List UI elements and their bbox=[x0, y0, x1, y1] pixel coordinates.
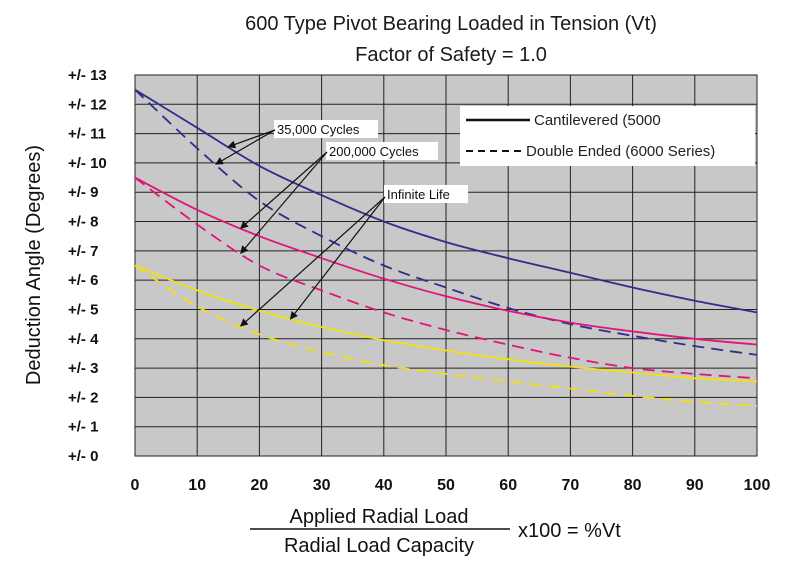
legend-item-dashed: Double Ended (6000 Series) bbox=[526, 143, 715, 160]
y-axis-label: Deduction Angle (Degrees) bbox=[23, 145, 45, 385]
annotation-bg-infinite bbox=[384, 185, 468, 203]
y-tick-label: +/- 13 bbox=[68, 67, 107, 84]
chart-subtitle: Factor of Safety = 1.0 bbox=[355, 44, 547, 66]
annotation-arrows bbox=[214, 129, 386, 327]
x-tick-label: 0 bbox=[131, 477, 140, 494]
series-line-4 bbox=[134, 264, 758, 383]
x-tick-label: 70 bbox=[562, 477, 580, 494]
x-ticks: 0 10 20 30 40 50 60 70 80 90 100 bbox=[131, 477, 771, 494]
x-axis-label-denominator: Radial Load Capacity bbox=[284, 535, 474, 557]
y-tick-label: +/- 12 bbox=[68, 96, 107, 113]
y-tick-label: +/- 0 bbox=[68, 448, 98, 465]
x-tick-label: 90 bbox=[686, 477, 704, 494]
y-tick-label: +/- 8 bbox=[68, 214, 98, 231]
y-tick-label: +/- 3 bbox=[68, 360, 98, 377]
annotation-arrow-4 bbox=[289, 196, 386, 320]
x-tick-label: 100 bbox=[744, 477, 771, 494]
x-tick-label: 40 bbox=[375, 477, 393, 494]
annotation-bg-200k bbox=[326, 142, 438, 160]
x-axis-label-suffix: x100 = %Vt bbox=[518, 520, 621, 542]
y-tick-label: +/- 6 bbox=[68, 272, 98, 289]
chart-title: 600 Type Pivot Bearing Loaded in Tension… bbox=[245, 13, 657, 35]
y-tick-label: +/- 10 bbox=[68, 155, 107, 172]
annotation-200000-cycles: 200,000 Cycles bbox=[329, 144, 419, 159]
y-tick-label: +/- 11 bbox=[68, 126, 106, 143]
annotation-arrow-5 bbox=[239, 196, 386, 327]
annotation-bg-35k bbox=[274, 120, 378, 138]
legend-box bbox=[460, 106, 755, 166]
series-line-2 bbox=[134, 176, 758, 346]
y-tick-label: +/- 5 bbox=[68, 301, 98, 318]
x-tick-label: 10 bbox=[188, 477, 206, 494]
y-tick-label: +/- 4 bbox=[68, 331, 99, 348]
series-line-5 bbox=[134, 264, 758, 408]
y-tick-label: +/- 1 bbox=[68, 419, 98, 436]
y-tick-label: +/- 2 bbox=[68, 389, 98, 406]
annotation-arrow-3 bbox=[240, 151, 328, 254]
x-axis-label-numerator: Applied Radial Load bbox=[289, 506, 468, 528]
annotations: 35,000 Cycles 200,000 Cycles Infinite Li… bbox=[214, 120, 468, 327]
legend: Cantilevered (5000 Double Ended (6000 Se… bbox=[460, 106, 755, 166]
annotation-arrow-0 bbox=[227, 129, 276, 149]
x-tick-label: 80 bbox=[624, 477, 642, 494]
x-tick-label: 60 bbox=[499, 477, 517, 494]
y-tick-label: +/- 9 bbox=[68, 184, 98, 201]
x-tick-label: 50 bbox=[437, 477, 455, 494]
annotation-infinite-life: Infinite Life bbox=[387, 187, 450, 202]
series-line-3 bbox=[134, 176, 758, 380]
y-tick-label: +/- 7 bbox=[68, 243, 98, 260]
x-tick-label: 30 bbox=[313, 477, 331, 494]
annotation-arrow-1 bbox=[214, 129, 276, 165]
series-line-1 bbox=[134, 89, 758, 356]
annotation-35000-cycles: 35,000 Cycles bbox=[277, 122, 360, 137]
x-tick-label: 20 bbox=[251, 477, 269, 494]
annotation-arrow-2 bbox=[239, 151, 328, 229]
legend-item-solid: Cantilevered (5000 bbox=[534, 112, 661, 129]
y-ticks: +/- 0 +/- 1 +/- 2 +/- 3 +/- 4 +/- 5 +/- 6 +/- 7… bbox=[68, 67, 107, 465]
